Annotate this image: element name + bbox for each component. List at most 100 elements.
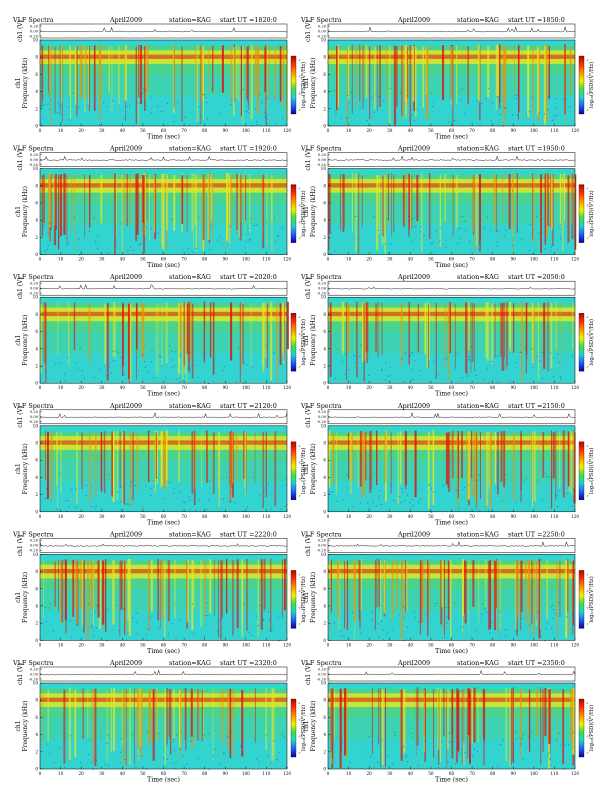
spectrogram-speckle — [45, 498, 47, 499]
spectrogram-speckle — [144, 361, 146, 362]
spectrogram-streak — [479, 44, 481, 103]
spectrogram-speckle — [538, 768, 540, 770]
spectrogram-speckle — [152, 480, 154, 482]
spectrogram-streak — [406, 44, 408, 105]
spectrogram-streak — [85, 45, 87, 100]
waveform-trace — [327, 669, 576, 676]
spectrogram-streak — [497, 560, 499, 634]
spectrogram-streak — [328, 174, 331, 234]
spectrogram-speckle — [68, 119, 70, 121]
spectrogram-speckle — [138, 243, 140, 245]
spectrogram-band — [40, 168, 287, 175]
spectrogram-streak — [100, 432, 103, 492]
header-station: station=KAG — [457, 530, 499, 538]
spectrogram-streak — [76, 432, 78, 504]
spectrogram-streak — [384, 431, 387, 484]
header-station: station=KAG — [169, 659, 211, 667]
spectrogram-streak — [330, 688, 332, 751]
spectrogram-speckle — [445, 247, 447, 249]
spectrogram-streak — [449, 301, 451, 354]
spectrogram-speckle — [380, 370, 383, 371]
header-station: station=KAG — [457, 273, 499, 281]
spectrogram-speckle — [175, 735, 178, 737]
y-axis-prefix: ch1 — [303, 206, 310, 217]
spectrogram-streak — [211, 174, 214, 237]
spectrogram-speckle — [236, 381, 238, 382]
spectrogram-streak — [488, 560, 490, 630]
x-tick-label: 60 — [161, 257, 167, 262]
spectrogram-speckle — [359, 502, 362, 504]
spectrogram-speckle — [256, 224, 258, 226]
spectrogram-speckle — [145, 226, 147, 228]
spectrogram-streak — [547, 301, 549, 372]
spectrogram-speckle — [255, 108, 257, 110]
spectrogram-streak — [556, 688, 558, 749]
spectrogram-streak — [105, 559, 107, 632]
y-tick-label: 4 — [323, 604, 326, 609]
spectrogram-speckle — [448, 741, 450, 743]
y-tick-label: 0 — [35, 252, 38, 257]
spectrogram-speckle — [173, 121, 175, 123]
spectrogram-speckle — [50, 499, 53, 501]
x-tick-label: 0 — [39, 514, 42, 519]
spectrogram-speckle — [491, 361, 493, 362]
spectrogram-streak — [365, 45, 368, 99]
spectrogram-panel-1: VLF Spectra April2009 station=KAG start UT … — [300, 16, 595, 141]
spectrogram-speckle — [356, 369, 358, 371]
spectrogram-speckle — [63, 380, 66, 382]
spectrogram-streak — [240, 45, 242, 116]
spectrogram-speckle — [446, 357, 448, 359]
spectrogram-streak — [63, 689, 66, 764]
colorbar-tick-label: -7 — [298, 494, 301, 498]
spectrogram-streak — [544, 174, 546, 245]
spectrogram-speckle — [175, 351, 177, 353]
spectrogram-speckle — [376, 505, 378, 507]
spectrogram-streak — [502, 302, 505, 371]
spectrogram-streak — [415, 689, 417, 757]
spectrogram-streak — [178, 430, 180, 482]
spectrogram-band — [40, 297, 287, 304]
spectrogram-speckle — [209, 480, 211, 482]
spectrogram-speckle — [566, 493, 568, 495]
spectrogram-streak — [194, 173, 196, 227]
spectrogram-speckle — [461, 88, 463, 90]
spectrogram-streak — [500, 303, 502, 357]
spectrogram-speckle — [558, 601, 560, 603]
y-tick-label: 0 — [35, 124, 38, 129]
spectrogram-streak — [116, 173, 117, 235]
start-ut: 2020:0 — [254, 273, 276, 281]
spectrogram-streak — [229, 688, 232, 758]
spectrogram-speckle — [538, 602, 540, 604]
spectrogram-speckle — [252, 366, 254, 368]
y-tick-label: 8 — [323, 569, 326, 574]
spectrogram-speckle — [468, 359, 470, 360]
spectrogram-streak — [363, 45, 365, 93]
spectrogram-speckle — [277, 617, 280, 619]
spectrogram-speckle — [66, 357, 68, 359]
spectrogram-streak — [148, 689, 151, 747]
spectrogram-speckle — [137, 370, 139, 372]
spectrogram-streak — [572, 431, 574, 496]
y-tick-label: 6 — [35, 715, 38, 720]
x-tick-label: 30 — [387, 257, 393, 262]
spectrogram-speckle — [188, 496, 190, 498]
spectrogram-streak — [146, 173, 148, 221]
x-tick-label: 120 — [283, 257, 291, 262]
spectrogram-speckle — [189, 499, 191, 501]
x-tick-label: 10 — [58, 128, 64, 133]
spectrogram-speckle — [411, 369, 413, 371]
spectrogram-speckle — [497, 241, 499, 243]
spectrogram-speckle — [247, 112, 249, 114]
spectrogram-speckle — [472, 475, 475, 477]
start-prefix: start UT = — [220, 659, 254, 667]
spectrogram-streak — [509, 302, 511, 351]
spectrogram-panel-10: VLF Spectra April2009 station=KAG start UT … — [12, 659, 307, 784]
waveform-tick-label: 0.00 — [318, 544, 327, 548]
spectrogram-streak — [201, 46, 203, 102]
spectrogram-streak — [178, 303, 180, 374]
spectrogram-speckle — [515, 362, 518, 364]
spectrogram-streak — [160, 431, 163, 486]
x-tick-label: 40 — [120, 771, 126, 776]
x-tick-label: 60 — [161, 514, 167, 519]
spectrogram-speckle — [359, 356, 361, 357]
